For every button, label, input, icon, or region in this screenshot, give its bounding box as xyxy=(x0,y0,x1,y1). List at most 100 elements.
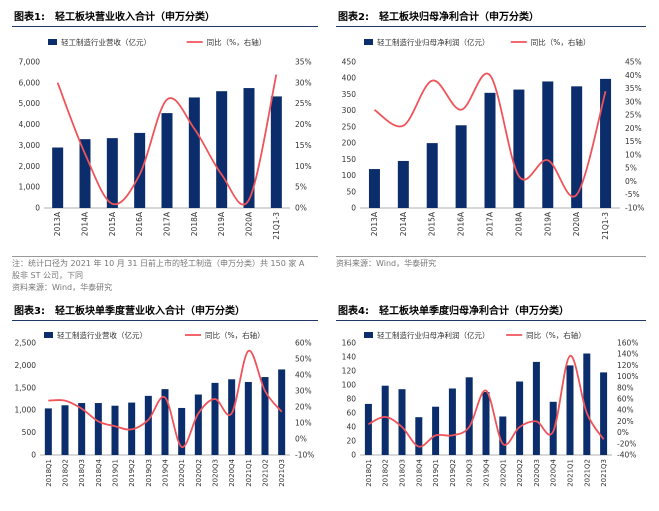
bar xyxy=(566,365,574,455)
y-right-tick-label: -10% xyxy=(295,451,314,460)
y-right-tick-label: -5% xyxy=(625,190,640,199)
y-right-tick-label: 35% xyxy=(295,58,312,67)
bar xyxy=(398,389,406,455)
bar xyxy=(600,78,612,208)
y-right-tick-label: 25% xyxy=(625,111,642,120)
x-tick-label: 2018Q1 xyxy=(365,459,373,487)
y-right-tick-label: 0% xyxy=(295,204,307,213)
bar xyxy=(542,81,554,208)
y-left-tick-label: 0 xyxy=(351,204,356,213)
y-left-tick-label: 0 xyxy=(31,451,36,460)
x-tick-label: 2016A xyxy=(135,211,144,236)
x-tick-label: 2021Q2 xyxy=(262,459,270,487)
bar xyxy=(216,91,228,208)
chart-svg: 轻工制造行业归母净利润（亿元） 同比（%，右轴） 0 20 40 60 80 100 120 14… xyxy=(342,330,639,487)
x-tick-label: 2020A xyxy=(245,211,254,236)
y-left-tick-label: 2,000 xyxy=(19,162,41,171)
x-tick-label: 2017A xyxy=(163,211,172,236)
legend: 轻工制造行业营收（亿元） 同比（%，右轴） xyxy=(48,37,266,47)
legend-bar-label: 轻工制造行业归母净利润（亿元） xyxy=(377,330,490,340)
bar xyxy=(270,96,282,208)
y-right-tick-label: 45% xyxy=(625,58,642,67)
source-rule xyxy=(336,256,646,257)
x-tick-label: 2017A xyxy=(486,211,495,236)
y-left-tick-label: 100 xyxy=(342,171,357,180)
bar xyxy=(188,97,200,208)
y-right-tick-label: 60% xyxy=(617,395,634,404)
legend-line-label: 同比（%，右轴） xyxy=(531,37,591,47)
x-tick-label: 2018Q3 xyxy=(399,459,407,487)
source-note: 资料来源：Wind，华泰研究 xyxy=(336,259,437,268)
bar xyxy=(432,406,440,455)
y-left-tick-label: 6,000 xyxy=(19,78,41,87)
y-left-tick-label: 80 xyxy=(346,395,356,404)
x-tick-label: 2019Q3 xyxy=(145,459,153,487)
bar xyxy=(499,416,507,455)
y-right-tick-label: 140% xyxy=(617,350,638,359)
bar xyxy=(532,361,540,455)
legend-bar-swatch xyxy=(48,39,57,45)
x-tick-label: 2015A xyxy=(108,211,117,236)
legend-bar-swatch xyxy=(364,39,373,45)
y-left-tick-label: 40 xyxy=(346,423,356,432)
bar xyxy=(278,369,286,455)
x-tick-label: 2019Q4 xyxy=(483,458,491,486)
y-left-tick-label: 2,000 xyxy=(15,361,37,370)
x-tick-label: 2019Q1 xyxy=(432,459,440,487)
bar xyxy=(211,382,219,455)
bar xyxy=(600,372,608,455)
x-tick-label: 2020Q3 xyxy=(212,459,220,487)
y-left-tick-label: 500 xyxy=(22,428,37,437)
y-left-tick-label: 200 xyxy=(342,139,357,148)
y-left-tick-label: 150 xyxy=(342,155,357,164)
y-left-tick-label: 350 xyxy=(342,90,357,99)
chart-title: 图表3: 轻工板块单季度营业收入合计（申万分类） xyxy=(14,302,245,317)
x-tick-label: 2020Q4 xyxy=(228,458,236,486)
y-right-tick-label: 120% xyxy=(617,361,638,370)
bar xyxy=(79,139,91,208)
x-tick-label: 2018Q2 xyxy=(382,459,390,487)
bar xyxy=(106,138,118,208)
chart-title-text: 轻工板块归母净利合计（申万分类） xyxy=(378,12,539,23)
x-tick-label: 2021Q3 xyxy=(278,459,286,487)
title-rule xyxy=(12,320,318,321)
x-tick-label: 2018Q3 xyxy=(78,459,86,487)
x-tick-label: 2021Q1 xyxy=(245,459,253,487)
chart-panel-4: 图表4: 轻工板块单季度归母净利合计（申万分类） 轻工制造行业归母净利润（亿元） 同… xyxy=(330,296,659,511)
y-left-tick-label: 450 xyxy=(342,58,357,67)
chart-title-text: 轻工板块营业收入合计（申万分类） xyxy=(54,12,215,23)
y-right-tick-label: 25% xyxy=(295,99,312,108)
y-right-tick-label: 10% xyxy=(625,150,642,159)
x-tick-label: 2021Q3 xyxy=(600,459,608,487)
y-left-tick-label: 100 xyxy=(342,381,357,390)
x-tick-label: 2020Q2 xyxy=(516,459,524,487)
bar xyxy=(381,385,389,455)
y-right-tick-label: 5% xyxy=(625,164,637,173)
y-right-tick-label: 15% xyxy=(625,137,642,146)
y-right-tick-label: 160% xyxy=(617,339,638,348)
bar xyxy=(415,417,423,455)
y-left-tick-label: 140 xyxy=(342,353,357,362)
x-tick-label: 2019A xyxy=(217,211,226,236)
y-right-tick-label: 0% xyxy=(625,177,637,186)
y-left-tick-label: 5,000 xyxy=(19,99,41,108)
legend: 轻工制造行业归母净利润（亿元） 同比（%，右轴） xyxy=(364,37,590,47)
y-right-tick-label: 0% xyxy=(295,435,307,444)
y-left-tick-label: 50 xyxy=(346,187,356,196)
y-left-tick-label: 0 xyxy=(35,204,40,213)
bar xyxy=(583,353,591,455)
chart-label: 图表1: xyxy=(14,12,45,23)
bar xyxy=(44,408,52,455)
bar xyxy=(52,147,64,208)
y-right-tick-label: 20% xyxy=(617,417,634,426)
bar xyxy=(364,403,372,455)
x-tick-label: 2020Q2 xyxy=(195,459,203,487)
bar xyxy=(134,132,146,208)
bar xyxy=(484,92,496,208)
bar xyxy=(161,113,173,208)
x-tick-label: 2021Q1 xyxy=(567,459,575,487)
y-right-tick-label: 40% xyxy=(295,371,312,380)
y-left-tick-label: 120 xyxy=(342,367,357,376)
y-right-tick-label: 100% xyxy=(617,372,638,381)
bar xyxy=(228,379,236,455)
